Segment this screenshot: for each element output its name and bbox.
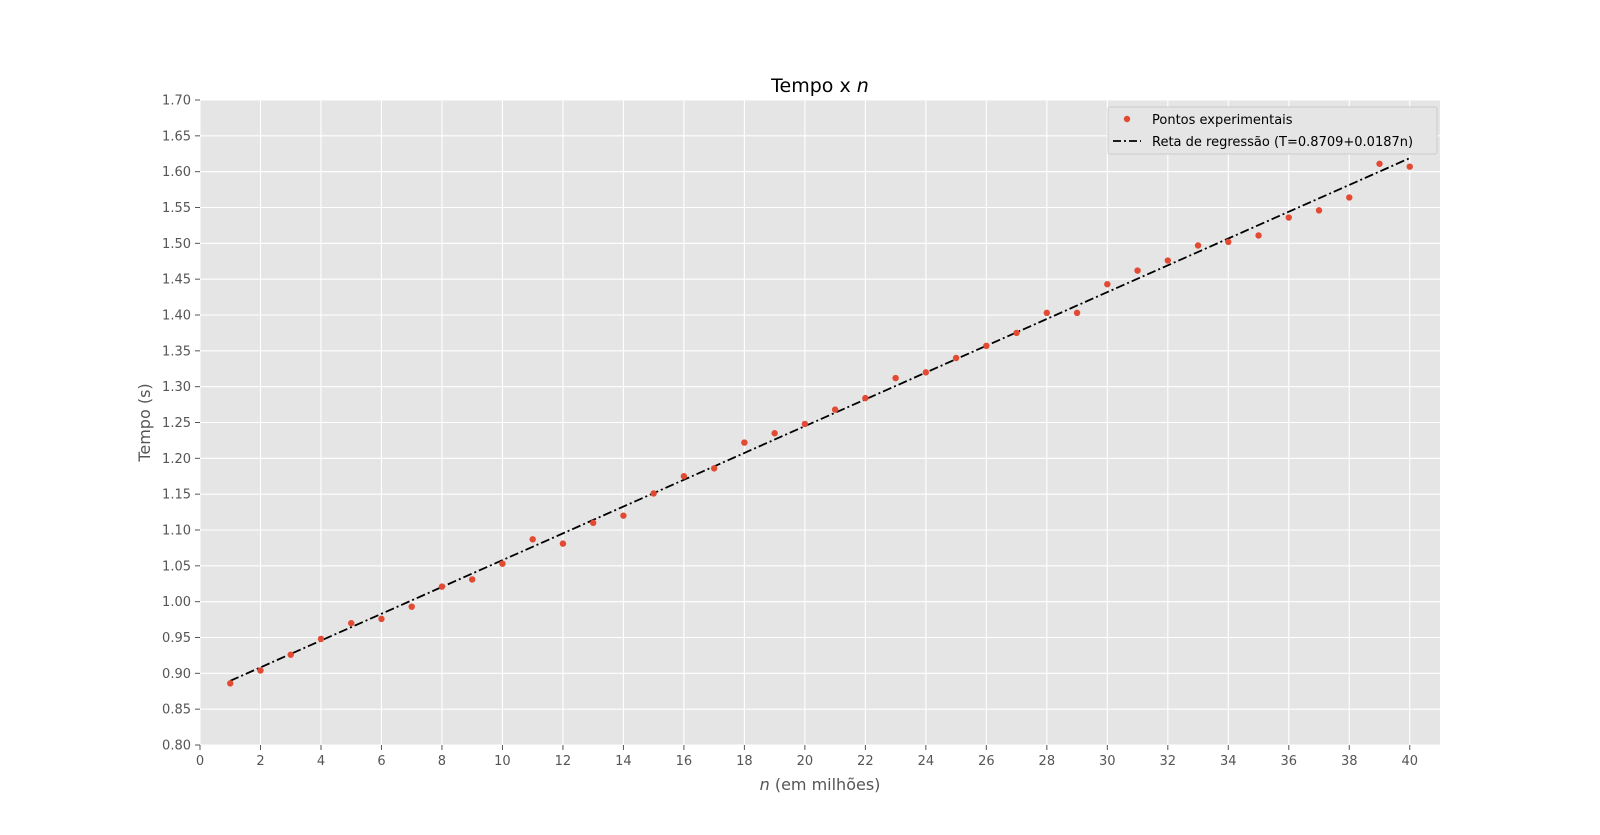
legend-marker-points: [1123, 115, 1131, 123]
legend: Pontos experimentais Reta de regressão (…: [1107, 106, 1438, 155]
x-tick-label: 16: [676, 754, 693, 769]
y-tick-label: 1.65: [162, 129, 191, 144]
data-point: [710, 465, 718, 472]
data-point: [1346, 194, 1353, 201]
x-tick-label: 34: [1220, 754, 1237, 769]
data-point: [771, 430, 778, 437]
grid-lines: [199, 99, 1440, 746]
data-point: [348, 619, 355, 627]
data-point: [680, 473, 688, 480]
data-point: [287, 651, 294, 658]
y-tick-label: 1.05: [162, 559, 191, 574]
x-tick-label: 6: [377, 754, 385, 769]
x-tick-label: 32: [1160, 754, 1177, 769]
x-tick-label: 4: [317, 754, 325, 769]
data-point: [1194, 242, 1202, 249]
legend-box: [1107, 106, 1438, 155]
data-point: [862, 394, 869, 402]
data-point: [1406, 163, 1413, 170]
data-point: [378, 615, 385, 623]
x-tick-label: 2: [256, 754, 264, 769]
y-tick-label: 0.90: [162, 667, 191, 682]
y-tick-label: 1.25: [162, 416, 191, 431]
y-tick-label: 1.40: [162, 309, 191, 324]
x-tick-label: 18: [736, 754, 753, 769]
data-point: [559, 540, 567, 547]
data-point: [1315, 207, 1323, 214]
data-point: [529, 536, 536, 543]
legend-label-points: Pontos experimentais: [1152, 113, 1293, 128]
data-point: [922, 369, 930, 376]
data-point: [589, 519, 597, 527]
y-tick-label: 1.60: [162, 165, 191, 180]
y-tick-label: 1.35: [162, 344, 191, 359]
data-point: [1255, 232, 1262, 239]
data-point: [650, 490, 657, 497]
data-point: [499, 560, 506, 567]
data-point: [892, 374, 899, 382]
y-tick-label: 1.20: [162, 452, 191, 467]
y-tick-label: 1.30: [162, 380, 191, 395]
data-point: [1164, 257, 1172, 264]
y-tick-label: 1.00: [162, 595, 191, 610]
x-tick-label: 0: [196, 754, 204, 769]
data-point: [831, 406, 839, 413]
data-point: [438, 583, 446, 590]
data-point: [983, 342, 990, 350]
data-point: [1225, 238, 1232, 246]
data-point: [952, 354, 960, 362]
x-tick-label: 40: [1401, 754, 1418, 769]
regression-line: [229, 157, 1411, 682]
x-tick-label: 20: [797, 754, 814, 769]
data-point: [620, 512, 627, 519]
x-axis-label: n (em milhões): [760, 775, 881, 794]
regression-line-group: [229, 157, 1411, 682]
y-tick-label: 1.55: [162, 201, 191, 216]
x-tick-label: 10: [494, 754, 511, 769]
y-tick-label: 1.70: [162, 94, 191, 109]
y-tick-label: 0.85: [162, 703, 191, 718]
y-tick-label: 1.50: [162, 237, 191, 252]
y-axis-label: Tempo (s): [135, 383, 154, 462]
x-tick-label: 28: [1039, 754, 1056, 769]
chart-title: Tempo x n: [770, 75, 869, 97]
y-tick-label: 1.15: [162, 488, 191, 503]
y-tick-label: 1.10: [162, 524, 191, 539]
axis-ticks: [195, 99, 1411, 750]
x-tick-label: 38: [1341, 754, 1358, 769]
x-tick-label: 26: [978, 754, 995, 769]
x-tick-label: 8: [438, 754, 446, 769]
x-tick-label: 22: [857, 754, 874, 769]
data-point: [1104, 280, 1111, 288]
x-tick-label: 14: [615, 754, 632, 769]
y-tick-label: 0.80: [162, 739, 191, 754]
data-point: [1013, 329, 1020, 337]
data-point: [741, 439, 748, 446]
data-point: [1134, 267, 1141, 274]
data-point: [801, 420, 809, 428]
data-point: [468, 576, 476, 583]
x-tick-label: 12: [555, 754, 572, 769]
legend-label-line: Reta de regressão (T=0.8709+0.0187n): [1152, 135, 1413, 150]
data-point: [1376, 160, 1383, 167]
x-tick-label: 24: [918, 754, 935, 769]
data-point: [408, 603, 415, 610]
data-point: [1043, 309, 1051, 317]
data-point: [1285, 214, 1292, 221]
data-point: [257, 667, 264, 674]
data-points: [227, 160, 1413, 687]
data-point: [317, 635, 325, 643]
data-point: [1073, 309, 1081, 317]
x-tick-label: 30: [1099, 754, 1116, 769]
x-tick-label: 36: [1281, 754, 1298, 769]
data-point: [227, 680, 234, 687]
y-tick-label: 1.45: [162, 273, 191, 288]
y-tick-label: 0.95: [162, 631, 191, 646]
x-tick-labels: 0 2 4 6 8 10 12 14 16 18 20 22 24 26 28 30 32 34 36 38 40: [196, 754, 1418, 769]
y-tick-labels: 0.80 0.85 0.90 0.95 1.00 1.05 1.10 1.15 1.20 1.25…: [162, 94, 191, 754]
